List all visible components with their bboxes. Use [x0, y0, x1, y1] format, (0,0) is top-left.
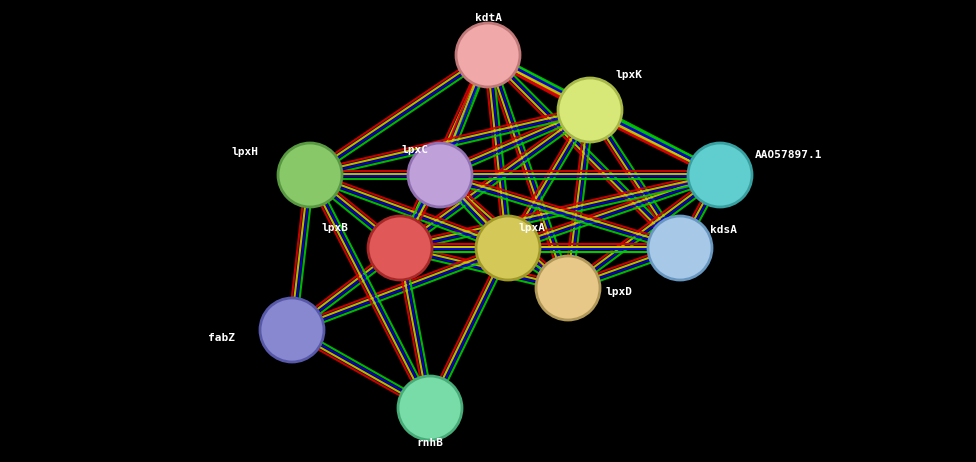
Text: lpxD: lpxD	[605, 287, 632, 297]
Text: lpxK: lpxK	[615, 70, 642, 80]
Circle shape	[536, 256, 600, 320]
Circle shape	[558, 78, 622, 142]
Text: kdtA: kdtA	[474, 13, 502, 23]
Text: kdsA: kdsA	[710, 225, 737, 235]
Circle shape	[456, 23, 520, 87]
Text: rnhB: rnhB	[417, 438, 443, 448]
Text: lpxB: lpxB	[321, 223, 348, 233]
Circle shape	[648, 216, 712, 280]
Circle shape	[260, 298, 324, 362]
Text: lpxH: lpxH	[231, 147, 258, 157]
Circle shape	[408, 143, 472, 207]
Circle shape	[398, 376, 462, 440]
Circle shape	[278, 143, 342, 207]
Circle shape	[476, 216, 540, 280]
Text: lpxC: lpxC	[401, 145, 428, 155]
Text: AAO57897.1: AAO57897.1	[755, 150, 823, 160]
Circle shape	[368, 216, 432, 280]
Circle shape	[688, 143, 752, 207]
Text: lpxA: lpxA	[518, 223, 545, 233]
Text: fabZ: fabZ	[208, 333, 235, 343]
